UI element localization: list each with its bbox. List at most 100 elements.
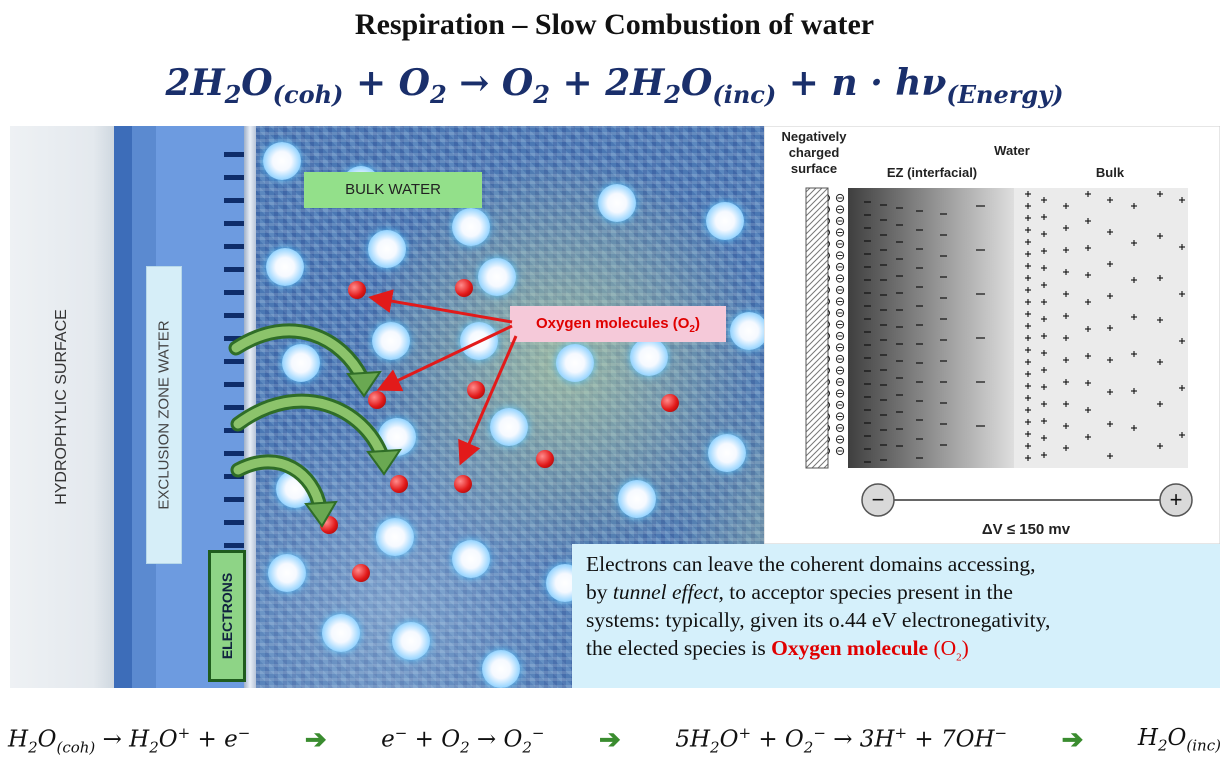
water-domain-bubble — [263, 142, 301, 180]
explanation-line: systems: typically, given its o.44 eV el… — [586, 608, 1051, 632]
oxygen-molecule — [661, 394, 679, 412]
water-domain-bubble — [266, 248, 304, 286]
green-arrow-icon: ➔ — [1061, 725, 1084, 755]
water-domain-bubble — [482, 650, 520, 688]
ez-charge-diagram: Negatively charged surface Water EZ (int… — [764, 126, 1220, 544]
ez-boundary-wall — [244, 126, 256, 688]
surface-bond-symbol — [827, 298, 830, 305]
surface-electron-symbol — [835, 262, 845, 272]
surface-electron-symbol — [835, 216, 845, 226]
surface-bond-symbol — [827, 378, 830, 386]
oxygen-molecule — [454, 475, 472, 493]
surface-electron-symbol — [835, 205, 845, 214]
electron-transfer-arrowhead — [304, 500, 338, 528]
green-arrow-icon: ➔ — [304, 725, 327, 755]
surface-electron-symbol — [835, 377, 845, 387]
water-domain-bubble — [392, 622, 430, 660]
water-domain-bubble — [368, 230, 406, 268]
water-label: Water — [994, 143, 1030, 158]
oxygen-pointer-arrow — [458, 335, 518, 466]
surface-bond-symbol — [827, 367, 830, 374]
surface-electron-symbol — [835, 331, 845, 341]
surface-label: surface — [791, 161, 837, 176]
water-domain-bubble — [452, 540, 490, 578]
surface-band-dark — [114, 126, 132, 688]
surface-bond-symbol — [827, 263, 830, 271]
electron-transfer-arrowhead — [366, 448, 402, 476]
ez-interfacial-label: EZ (interfacial) — [887, 165, 977, 180]
surface-electron-symbol — [835, 239, 845, 249]
oxygen-molecule — [348, 281, 366, 299]
surface-bond-symbol — [827, 229, 830, 236]
water-domain-bubble — [478, 258, 516, 296]
plus-sign: + — [1170, 487, 1183, 512]
reaction-step-4: H2O(inc) — [1137, 725, 1221, 755]
electrons-label-box: ELECTRONS — [208, 550, 246, 682]
surface-bond-symbol — [827, 240, 830, 248]
reaction-step-1: H2O(coh) → H2O+ + e− — [8, 723, 251, 757]
oxygen-molecule — [390, 475, 408, 493]
surface-electron-symbol — [835, 274, 845, 283]
water-domain-bubble — [730, 312, 768, 350]
water-domain-bubble — [618, 480, 656, 518]
water-scene: HYDROPHYLIC SURFACE EXCLUSION ZONE WATER… — [10, 126, 1220, 688]
charged-label: charged — [789, 145, 840, 160]
surface-electron-symbol — [835, 228, 845, 237]
voltage-label: ΔV ≤ 150 mv — [982, 521, 1071, 538]
surface-electron-symbol — [835, 389, 845, 398]
surface-electron-symbol — [835, 412, 845, 421]
surface-bond-symbol — [827, 217, 830, 225]
surface-bond-symbol — [827, 286, 830, 294]
bulk-water-label: BULK WATER — [304, 172, 482, 208]
water-domain-bubble — [630, 338, 668, 376]
reaction-sequence: H2O(coh) → H2O+ + e− ➔ e− + O2 → O2− ➔ 5… — [8, 718, 1221, 762]
reaction-step-3: 5H2O+ + O2− → 3H+ + 7OH− — [675, 723, 1008, 757]
oxygen-molecule — [368, 391, 386, 409]
surface-electron-symbol — [835, 354, 845, 364]
ez-charge-marks — [827, 191, 1185, 463]
reaction-step-2: e− + O2 → O2− — [381, 723, 545, 757]
water-domain-bubble — [556, 344, 594, 382]
surface-bond-symbol — [827, 206, 830, 213]
electron-transfer-arrowhead — [346, 370, 382, 398]
arrows-overlay — [228, 289, 518, 528]
surface-electron-symbol — [835, 308, 845, 318]
explanation-textbox: Electrons can leave the coherent domains… — [572, 544, 1220, 688]
ez-charge-panel: Negatively charged surface Water EZ (int… — [764, 126, 1220, 544]
surface-electron-symbol — [835, 193, 845, 203]
oxygen-molecule — [455, 279, 473, 297]
water-domain-bubble — [268, 554, 306, 592]
positive-terminal-icon — [1159, 483, 1193, 517]
water-domain-bubble — [598, 184, 636, 222]
surface-bond-symbol — [827, 355, 830, 363]
explanation-line: Electrons can leave the coherent domains… — [586, 552, 1036, 576]
surface-electron-symbol — [835, 343, 845, 352]
green-arrow-icon: ➔ — [599, 725, 621, 755]
surface-electron-symbol — [835, 320, 845, 329]
surface-bond-symbol — [827, 447, 830, 455]
surface-bond-symbol — [827, 413, 830, 420]
water-domain-bubble — [372, 322, 410, 360]
surface-bond-symbol — [827, 252, 830, 259]
top-equation: 2H2O(coh) + O2 → O2 + 2H2O(inc) + n · hν… — [165, 62, 1064, 110]
oxygen-molecules-label: Oxygen molecules (O2) — [510, 306, 726, 342]
water-domain-bubble — [708, 434, 746, 472]
surface-bond-symbol — [827, 344, 830, 351]
water-domain-bubble — [706, 202, 744, 240]
oxygen-molecule — [352, 564, 370, 582]
surface-bond-symbol — [827, 309, 830, 317]
bulk-label: Bulk — [1096, 165, 1125, 180]
water-domain-bubble — [376, 518, 414, 556]
surface-electron-symbol — [835, 400, 845, 410]
surface-electron-symbol — [835, 251, 845, 260]
exclusion-zone-label-box: EXCLUSION ZONE WATER — [146, 266, 182, 564]
oxygen-molecule — [536, 450, 554, 468]
explanation-line: by tunnel effect, to acceptor species pr… — [586, 580, 1013, 604]
oxygen-pointer-arrow — [368, 289, 513, 324]
surface-bond-symbol — [827, 436, 830, 443]
surface-bond-symbol — [827, 332, 830, 340]
surface-bond-symbol — [827, 401, 830, 409]
surface-bond-symbol — [827, 275, 830, 282]
explanation-line: the elected species is Oxygen molecule (… — [586, 636, 969, 664]
surface-electron-symbol — [835, 435, 845, 444]
